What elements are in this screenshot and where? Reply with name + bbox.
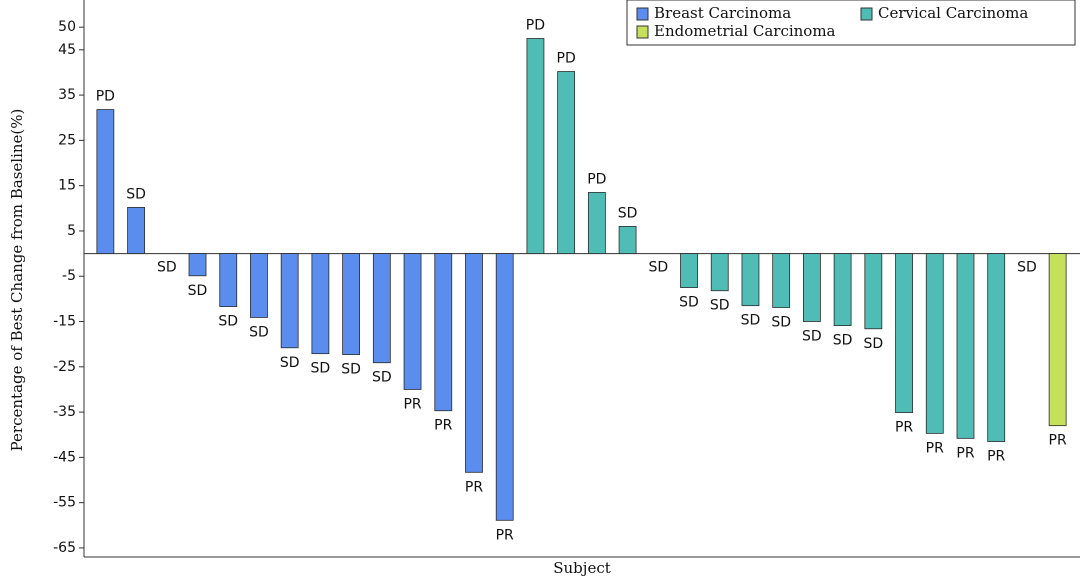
y-tick-label: 15 (58, 178, 76, 194)
bar-label: PR (895, 420, 913, 436)
bar-label: SD (710, 298, 730, 314)
bar (96, 109, 115, 254)
y-tick-label: -35 (53, 404, 76, 420)
bar-label: SD (648, 260, 668, 276)
bar (219, 253, 238, 307)
y-tick-label: 5 (67, 223, 76, 239)
bar (434, 253, 453, 412)
bar-label: SD (741, 313, 761, 329)
bar (311, 253, 330, 355)
bar-label: PR (434, 418, 452, 434)
bar (587, 192, 606, 254)
legend-swatch (636, 25, 649, 39)
bar-label: SD (249, 324, 269, 340)
bar-label: SD (679, 295, 699, 311)
y-tick-label: 50 (58, 19, 76, 35)
bar (956, 253, 975, 439)
bar-label: PR (496, 527, 514, 543)
y-tick-label: -5 (62, 268, 76, 284)
bar (833, 253, 852, 326)
bar-label: PD (557, 51, 576, 67)
legend-swatch (636, 7, 649, 21)
y-tick-label: -15 (53, 314, 76, 330)
y-tick-label: -55 (53, 495, 76, 511)
bar-label: PR (956, 445, 974, 461)
bar (710, 253, 729, 292)
bar (925, 253, 944, 434)
legend-box (626, 0, 1076, 46)
bar-label: SD (218, 314, 238, 330)
bar (372, 253, 391, 364)
y-tick-label: -65 (53, 540, 76, 556)
bar-label: SD (157, 260, 177, 276)
bar-label: SD (802, 329, 822, 345)
bar (127, 207, 145, 254)
bar (618, 226, 637, 254)
bar (987, 253, 1006, 442)
bar-label: PR (465, 479, 483, 495)
bar (342, 253, 361, 355)
bar (802, 253, 821, 322)
bar (1048, 253, 1067, 427)
bar (557, 71, 576, 254)
bar-label: PR (1049, 433, 1067, 449)
bar (495, 253, 514, 521)
y-axis-title: Percentage of Best Change from Baseline(… (8, 109, 26, 452)
bar-label: SD (311, 361, 331, 377)
bar-label: PD (96, 89, 115, 105)
legend-label: Endometrial Carcinoma (654, 22, 836, 40)
bar-label: PD (587, 171, 606, 187)
x-axis-title: Subject (553, 559, 611, 577)
y-tick-label: -25 (53, 359, 76, 375)
bar-label: SD (372, 370, 392, 386)
bar-label: SD (341, 362, 361, 378)
bar (741, 253, 760, 307)
bar-label: SD (280, 355, 300, 371)
bar (403, 253, 422, 390)
bar-label: SD (1017, 260, 1037, 276)
bar-label: SD (618, 205, 638, 221)
bar (895, 253, 913, 413)
y-tick-label: -45 (53, 449, 76, 465)
bar-label: SD (833, 333, 853, 349)
bar-label: PR (403, 396, 421, 412)
y-tick-label: 25 (58, 132, 76, 148)
bar (465, 253, 483, 473)
legend-label: Breast Carcinoma (654, 4, 791, 22)
bar (864, 253, 883, 330)
bar (526, 38, 545, 254)
bar (772, 253, 791, 308)
bar-label: SD (188, 283, 208, 299)
bar-label: PR (987, 449, 1005, 465)
y-tick-label: 35 (58, 87, 76, 103)
bar (250, 253, 268, 318)
bar (680, 253, 698, 288)
bar-label: PD (526, 17, 545, 33)
bar-label: PR (926, 440, 944, 456)
legend-swatch (860, 7, 873, 21)
bar (280, 253, 299, 349)
bar-label: SD (126, 186, 146, 202)
bar-label: SD (771, 314, 791, 330)
y-tick-label: 45 (58, 42, 76, 58)
bar-label: SD (863, 336, 883, 352)
legend-label: Cervical Carcinoma (878, 4, 1028, 22)
bar (188, 253, 207, 277)
